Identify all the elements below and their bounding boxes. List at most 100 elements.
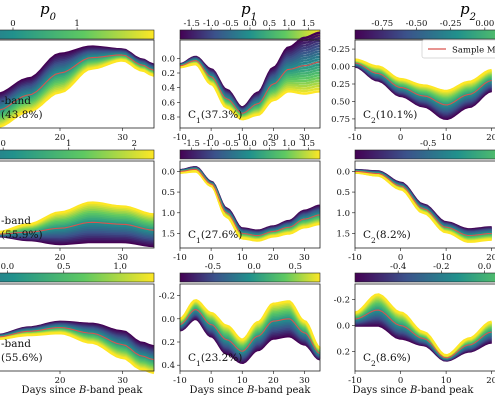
- y-tick-label: 1.5: [336, 230, 350, 240]
- colorbar-tick-label: -1.5: [183, 19, 199, 29]
- x-tick-label: 10: [441, 376, 452, 386]
- x-tick-label: 20: [268, 253, 279, 263]
- panel: -0.75 -0.50 -0.25 0.00 0.25 -10 0 10 20 -0.25 0.00…: [328, 19, 495, 143]
- colorbar-tick-label: 1.0: [113, 262, 127, 272]
- envelope-curve: [179, 170, 321, 242]
- y-tick-label: -0.2: [159, 292, 175, 302]
- mean-line: [354, 170, 492, 237]
- y-tick-label: 0.0: [161, 167, 175, 177]
- panel-label: (55.6%): [1, 352, 43, 364]
- envelope-curve: [354, 169, 492, 236]
- colorbar-tick-label: 1.5: [302, 139, 316, 149]
- axes-frame: [179, 283, 321, 372]
- x-tick-label: -10: [173, 376, 187, 386]
- panel-label: C2(8.6%): [363, 352, 411, 368]
- envelope-curve: [0, 59, 155, 128]
- y-tick-label: -0.25: [328, 45, 350, 55]
- x-tick-label: 0: [398, 376, 403, 386]
- panel-label: C1(27.6%): [188, 229, 242, 245]
- y-tick-label: 1.0: [336, 209, 350, 219]
- envelope-band: [0, 201, 155, 248]
- colorbar-tick-label: -0.25: [440, 19, 462, 29]
- axes-frame: [179, 39, 321, 129]
- envelope-band: [354, 58, 493, 120]
- envelope-curve: [354, 171, 492, 243]
- y-tick-label: -0.2: [334, 296, 350, 306]
- mean-line: [179, 168, 321, 237]
- colorbar-tick-label: 1.0: [282, 139, 296, 149]
- x-tick-label: 10: [441, 133, 452, 143]
- envelope-curve: [354, 169, 492, 233]
- y-tick-label: 0.2: [161, 69, 175, 79]
- column-title: p0: [40, 0, 57, 23]
- x-tick-label: 30: [299, 253, 310, 263]
- x-tick-label: -10: [348, 133, 362, 143]
- x-tick-label: 20: [486, 253, 495, 263]
- panel: -0.5 0.0 0.5 -10 0 10 20 30 -0.2 0.0 0.2 0.4 C1(23.2…: [159, 262, 321, 386]
- x-tick-label: 10: [237, 376, 248, 386]
- axes-frame: [179, 160, 321, 249]
- x-tick-label: 20: [55, 133, 66, 143]
- y-tick-label: 0.50: [331, 97, 350, 107]
- colorbar-tick-label: -0.75: [371, 19, 393, 29]
- colorbar-tick-label: 0.5: [57, 262, 71, 272]
- envelope-curve: [354, 169, 492, 232]
- x-tick-label: 0: [208, 253, 213, 263]
- colorbar: [179, 149, 321, 160]
- panel-label: C1(23.2%): [188, 352, 242, 368]
- y-tick-label: 0.75: [331, 115, 350, 125]
- colorbar: [0, 272, 155, 283]
- envelope-curve: [355, 169, 492, 233]
- y-tick-label: 0.5: [336, 188, 350, 198]
- colorbar-tick-label: -0.5: [222, 19, 238, 29]
- y-tick-label: 0.2: [161, 338, 175, 348]
- colorbar-tick-label: 0: [10, 19, 15, 29]
- x-tick-label: 20: [268, 133, 279, 143]
- colorbar-tick-label: 0.0: [478, 262, 492, 272]
- y-tick-label: 0.0: [336, 167, 350, 177]
- panel-label: (55.9%): [1, 229, 43, 241]
- mean-line: [179, 309, 321, 355]
- y-tick-label: 0.5: [161, 188, 175, 198]
- colorbar-tick-label: -1.0: [203, 19, 219, 29]
- x-tick-label: 20: [486, 376, 495, 386]
- panel: -10122030-band(55.9%): [0, 139, 155, 263]
- panel-label: -band: [1, 215, 31, 227]
- panel: -1012030-band(43.8%): [0, 19, 155, 143]
- envelope-curve: [354, 169, 492, 235]
- colorbar-tick-label: -0.2: [433, 262, 449, 272]
- envelope-curve: [179, 299, 321, 349]
- y-tick-label: 0.2: [336, 348, 350, 358]
- envelope-curve: [354, 168, 492, 231]
- envelope-curve: [179, 63, 321, 121]
- axes-frame: [354, 160, 495, 249]
- axes-frame: [0, 160, 155, 249]
- envelope-curve: [354, 169, 492, 234]
- colorbar: [179, 272, 321, 283]
- colorbar-tick-label: 1: [66, 139, 71, 149]
- panel-label: (43.8%): [1, 109, 43, 121]
- colorbar-tick-label: -1.0: [203, 139, 219, 149]
- mean-line: [0, 54, 155, 111]
- x-tick-label: 20: [268, 376, 279, 386]
- colorbar-tick-label: 0.5: [263, 139, 277, 149]
- x-axis-label: Days since B-band peak: [22, 385, 144, 396]
- y-tick-label: 0.4: [161, 84, 175, 94]
- colorbar: [0, 149, 155, 160]
- panel: -1.5 -1.0 -0.5 0.0 0.5 1.0 1.5 -10 0 10 20 30 0.0 0.5…: [161, 139, 321, 263]
- y-tick-label: 0.0: [336, 322, 350, 332]
- envelope-curve: [354, 169, 492, 232]
- colorbar-tick-label: 0.0: [247, 262, 261, 272]
- colorbar-tick-label: 0.0: [243, 139, 257, 149]
- colorbar-tick-label: 0.0: [243, 19, 257, 29]
- x-tick-label: -10: [348, 376, 362, 386]
- envelope-band: [179, 31, 321, 121]
- colorbar: [354, 149, 495, 160]
- x-tick-label: -10: [348, 253, 362, 263]
- colorbar-tick-label: -0.4: [390, 262, 406, 272]
- x-tick-label: 0: [398, 253, 403, 263]
- envelope-curve: [354, 170, 492, 237]
- colorbar-tick-label: -0.5: [205, 262, 221, 272]
- axes-frame: [0, 39, 155, 129]
